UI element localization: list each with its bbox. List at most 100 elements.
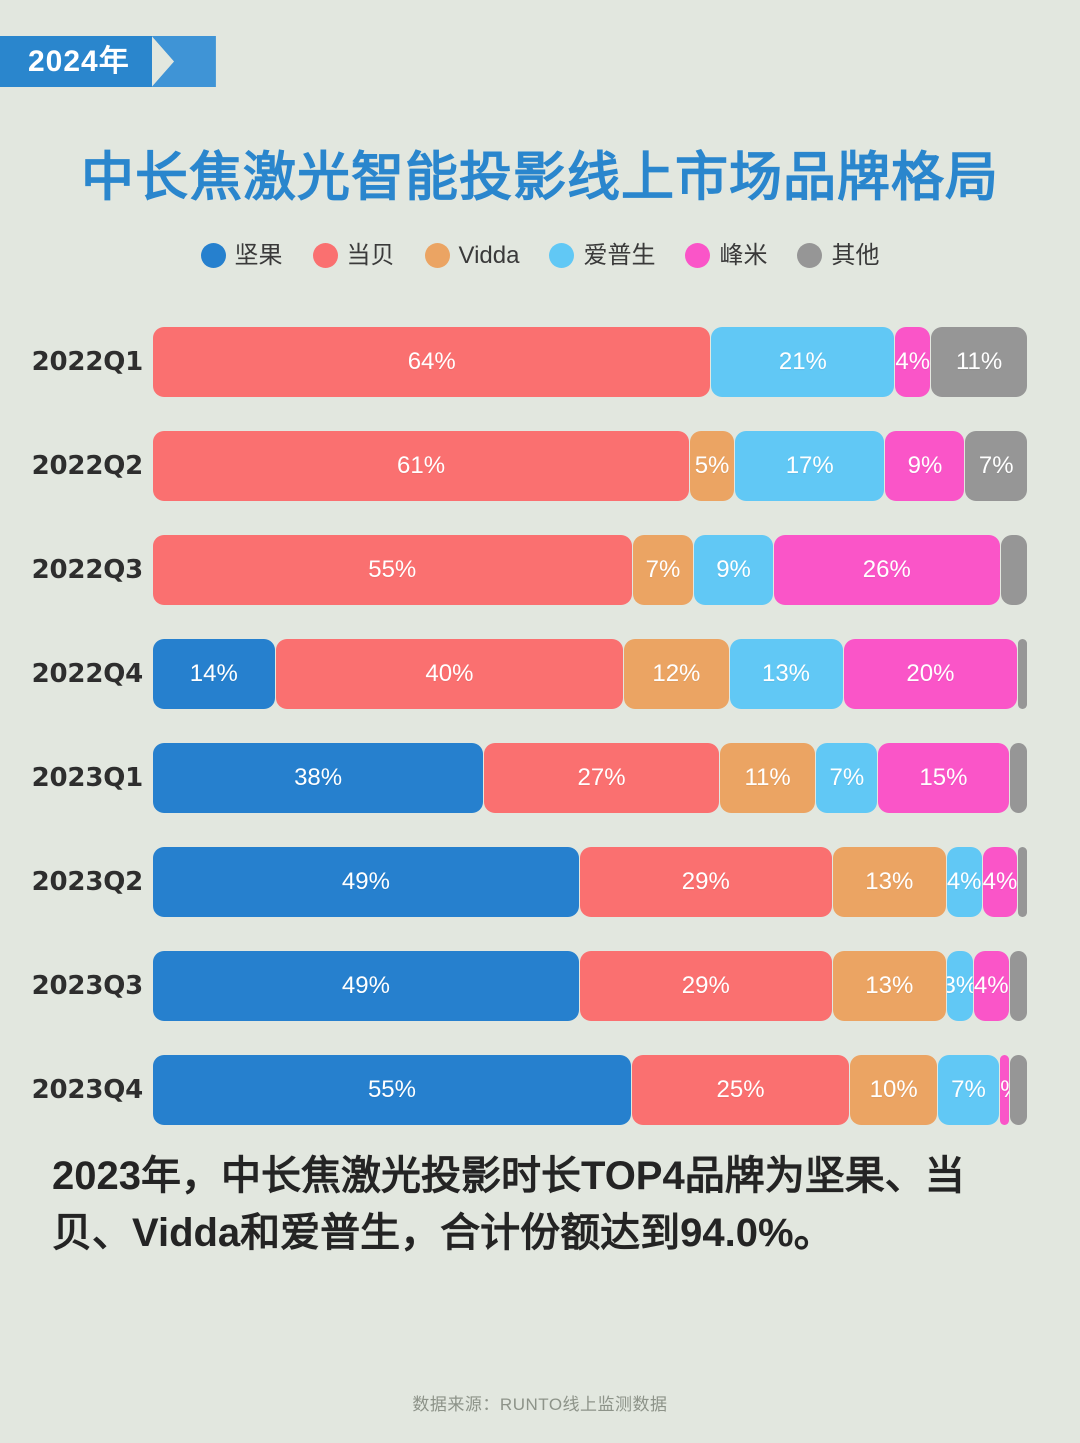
bar-segment[interactable]: 13% [832, 951, 946, 1021]
bar-segment[interactable]: 38% [153, 743, 484, 813]
legend-item-label: 坚果 [234, 241, 283, 269]
chart-row: 2022Q4 14% 40% 12% 13% 20% [0, 622, 1080, 726]
chart-row-label: 2022Q4 [31, 659, 144, 689]
ribbon-body: 2024年 [0, 36, 152, 87]
bar-segment[interactable]: 7% [938, 1055, 999, 1125]
bar-segment[interactable]: 49% [153, 847, 579, 917]
bar-segment[interactable]: 40% [275, 639, 624, 709]
legend-item: 当贝 [312, 241, 395, 269]
legend-item: 坚果 [200, 241, 283, 269]
legend-item-label: 爱普生 [583, 241, 656, 269]
legend-item: Vidda [424, 241, 520, 269]
bar-segment[interactable]: 3% [946, 951, 973, 1021]
bar-segment-value-label: 25% [716, 1076, 765, 1103]
page-title: 中长焦激光智能投影线上市场品牌格局 [81, 148, 999, 207]
bar-segment[interactable]: 12% [624, 639, 729, 709]
bar-segment[interactable]: 17% [735, 431, 885, 501]
bar-segment-value-label: 15% [919, 764, 968, 791]
bar-segment-value-label: 38% [294, 764, 343, 791]
bar-segment-value-label: 9% [907, 452, 943, 479]
bar-segment-value-label: 4% [946, 868, 982, 895]
legend-item-label: Vidda [458, 241, 520, 269]
summary-caption: 2023年，中长焦激光投影时长TOP4品牌为坚果、当贝、Vidda和爱普生，合计… [52, 1154, 965, 1255]
stacked-bar: 55% 7% 9% 26% [153, 535, 1028, 605]
bar-segment[interactable]: 15% [878, 743, 1009, 813]
bar-segment[interactable]: 9% [694, 535, 773, 605]
stacked-bar: 49% 29% 13% 3%4% [153, 951, 1028, 1021]
bar-segment[interactable]: 4% [973, 951, 1009, 1021]
bar-segment-value-label: 61% [397, 452, 446, 479]
bar-segment-value-label: 26% [862, 556, 911, 583]
bar-segment[interactable]: 4% [946, 847, 982, 917]
legend-item-label: 峰米 [719, 241, 768, 269]
bar-segment[interactable]: 64% [153, 327, 711, 397]
bar-segment-value-label: 7% [951, 1076, 986, 1103]
legend-color-dot-icon [424, 243, 450, 268]
bar-segment[interactable]: 4% [895, 327, 931, 397]
bar-segment[interactable]: 61% [153, 431, 690, 501]
bar-segment[interactable]: 11% [719, 743, 816, 813]
legend-item-label: 当贝 [346, 241, 395, 269]
bar-segment[interactable]: 49% [153, 951, 579, 1021]
bar-segment-value-label: 29% [681, 868, 730, 895]
bar-segment[interactable] [1009, 951, 1027, 1021]
bar-segment[interactable] [1000, 535, 1027, 605]
bar-segment[interactable]: 55% [153, 1055, 631, 1125]
chart-row-label: 2022Q1 [31, 347, 144, 377]
stacked-bar: 49% 29% 13% 4% 4% [153, 847, 1028, 917]
stacked-bar: 38% 27% 11% 7% 15% [153, 743, 1028, 813]
data-source-footer: 数据来源：RUNTO线上监测数据 [412, 1395, 668, 1414]
bar-segment-value-label: 21% [778, 348, 827, 375]
chart-row: 2022Q1 64% 21% 4% 11% [0, 310, 1080, 414]
chart-legend: 坚果 当贝 Vidda 爱普生 峰米 其他 [0, 243, 1080, 268]
bar-segment[interactable]: 21% [711, 327, 895, 397]
bar-segment[interactable]: 10% [850, 1055, 938, 1125]
bar-segment[interactable]: 13% [832, 847, 946, 917]
bar-segment-value-label: 7% [978, 452, 1014, 479]
chart-row: 2022Q3 55% 7% 9% 26% [0, 518, 1080, 622]
bar-segment[interactable]: 14% [153, 639, 275, 709]
bar-segment[interactable]: 11% [931, 327, 1027, 397]
bar-segment[interactable]: 1% [999, 1055, 1009, 1125]
bar-segment[interactable] [1018, 847, 1028, 917]
bar-segment[interactable]: 7% [816, 743, 878, 813]
bar-segment[interactable]: 20% [843, 639, 1018, 709]
bar-segment[interactable]: 5% [690, 431, 735, 501]
bar-segment-value-label: 12% [652, 660, 701, 687]
bar-segment-value-label: 9% [716, 556, 751, 583]
bar-segment[interactable] [1018, 639, 1027, 709]
chart-row-label: 2023Q4 [31, 1075, 144, 1105]
bar-segment[interactable]: 29% [579, 951, 832, 1021]
bar-segment-value-label: 7% [829, 764, 865, 791]
ribbon-tail [151, 36, 216, 87]
ribbon-tail-inner [151, 36, 216, 87]
bar-segment-value-label: 20% [906, 660, 955, 687]
bar-segment[interactable]: 27% [484, 743, 719, 813]
bar-segment[interactable]: 25% [631, 1055, 850, 1125]
bar-segment[interactable]: 26% [773, 535, 1000, 605]
bar-segment[interactable]: 7% [965, 431, 1027, 501]
bar-segment[interactable] [1009, 1055, 1027, 1125]
bar-segment-value-label: 17% [785, 452, 834, 479]
bar-segment[interactable]: 7% [632, 535, 694, 605]
bar-segment[interactable]: 4% [982, 847, 1018, 917]
chart-row: 2023Q4 55% 25% 10% 7% 1% [0, 1038, 1080, 1142]
legend-color-dot-icon [797, 243, 823, 268]
legend-item: 其他 [797, 243, 879, 268]
bar-segment[interactable]: 29% [579, 847, 832, 917]
bar-segment-value-label: 4% [973, 972, 1009, 999]
bar-segment[interactable]: 55% [153, 535, 632, 605]
legend-color-dot-icon [549, 243, 575, 268]
bar-segment-value-label: 3% [946, 972, 973, 999]
bar-segment[interactable]: 9% [885, 431, 965, 501]
bar-segment[interactable] [1009, 743, 1027, 813]
chart-row-label: 2023Q1 [31, 763, 144, 793]
bar-segment[interactable]: 13% [729, 639, 843, 709]
legend-item: 爱普生 [549, 243, 655, 268]
bar-segment-value-label: 64% [407, 348, 456, 375]
ribbon-year-label: 2024年 [28, 44, 130, 78]
stacked-bar: 64% 21% 4% 11% [153, 327, 1028, 397]
bar-segment-value-label: 29% [681, 972, 730, 999]
bar-segment-value-label: 13% [761, 660, 811, 687]
year-ribbon: 2024年 [0, 36, 216, 87]
